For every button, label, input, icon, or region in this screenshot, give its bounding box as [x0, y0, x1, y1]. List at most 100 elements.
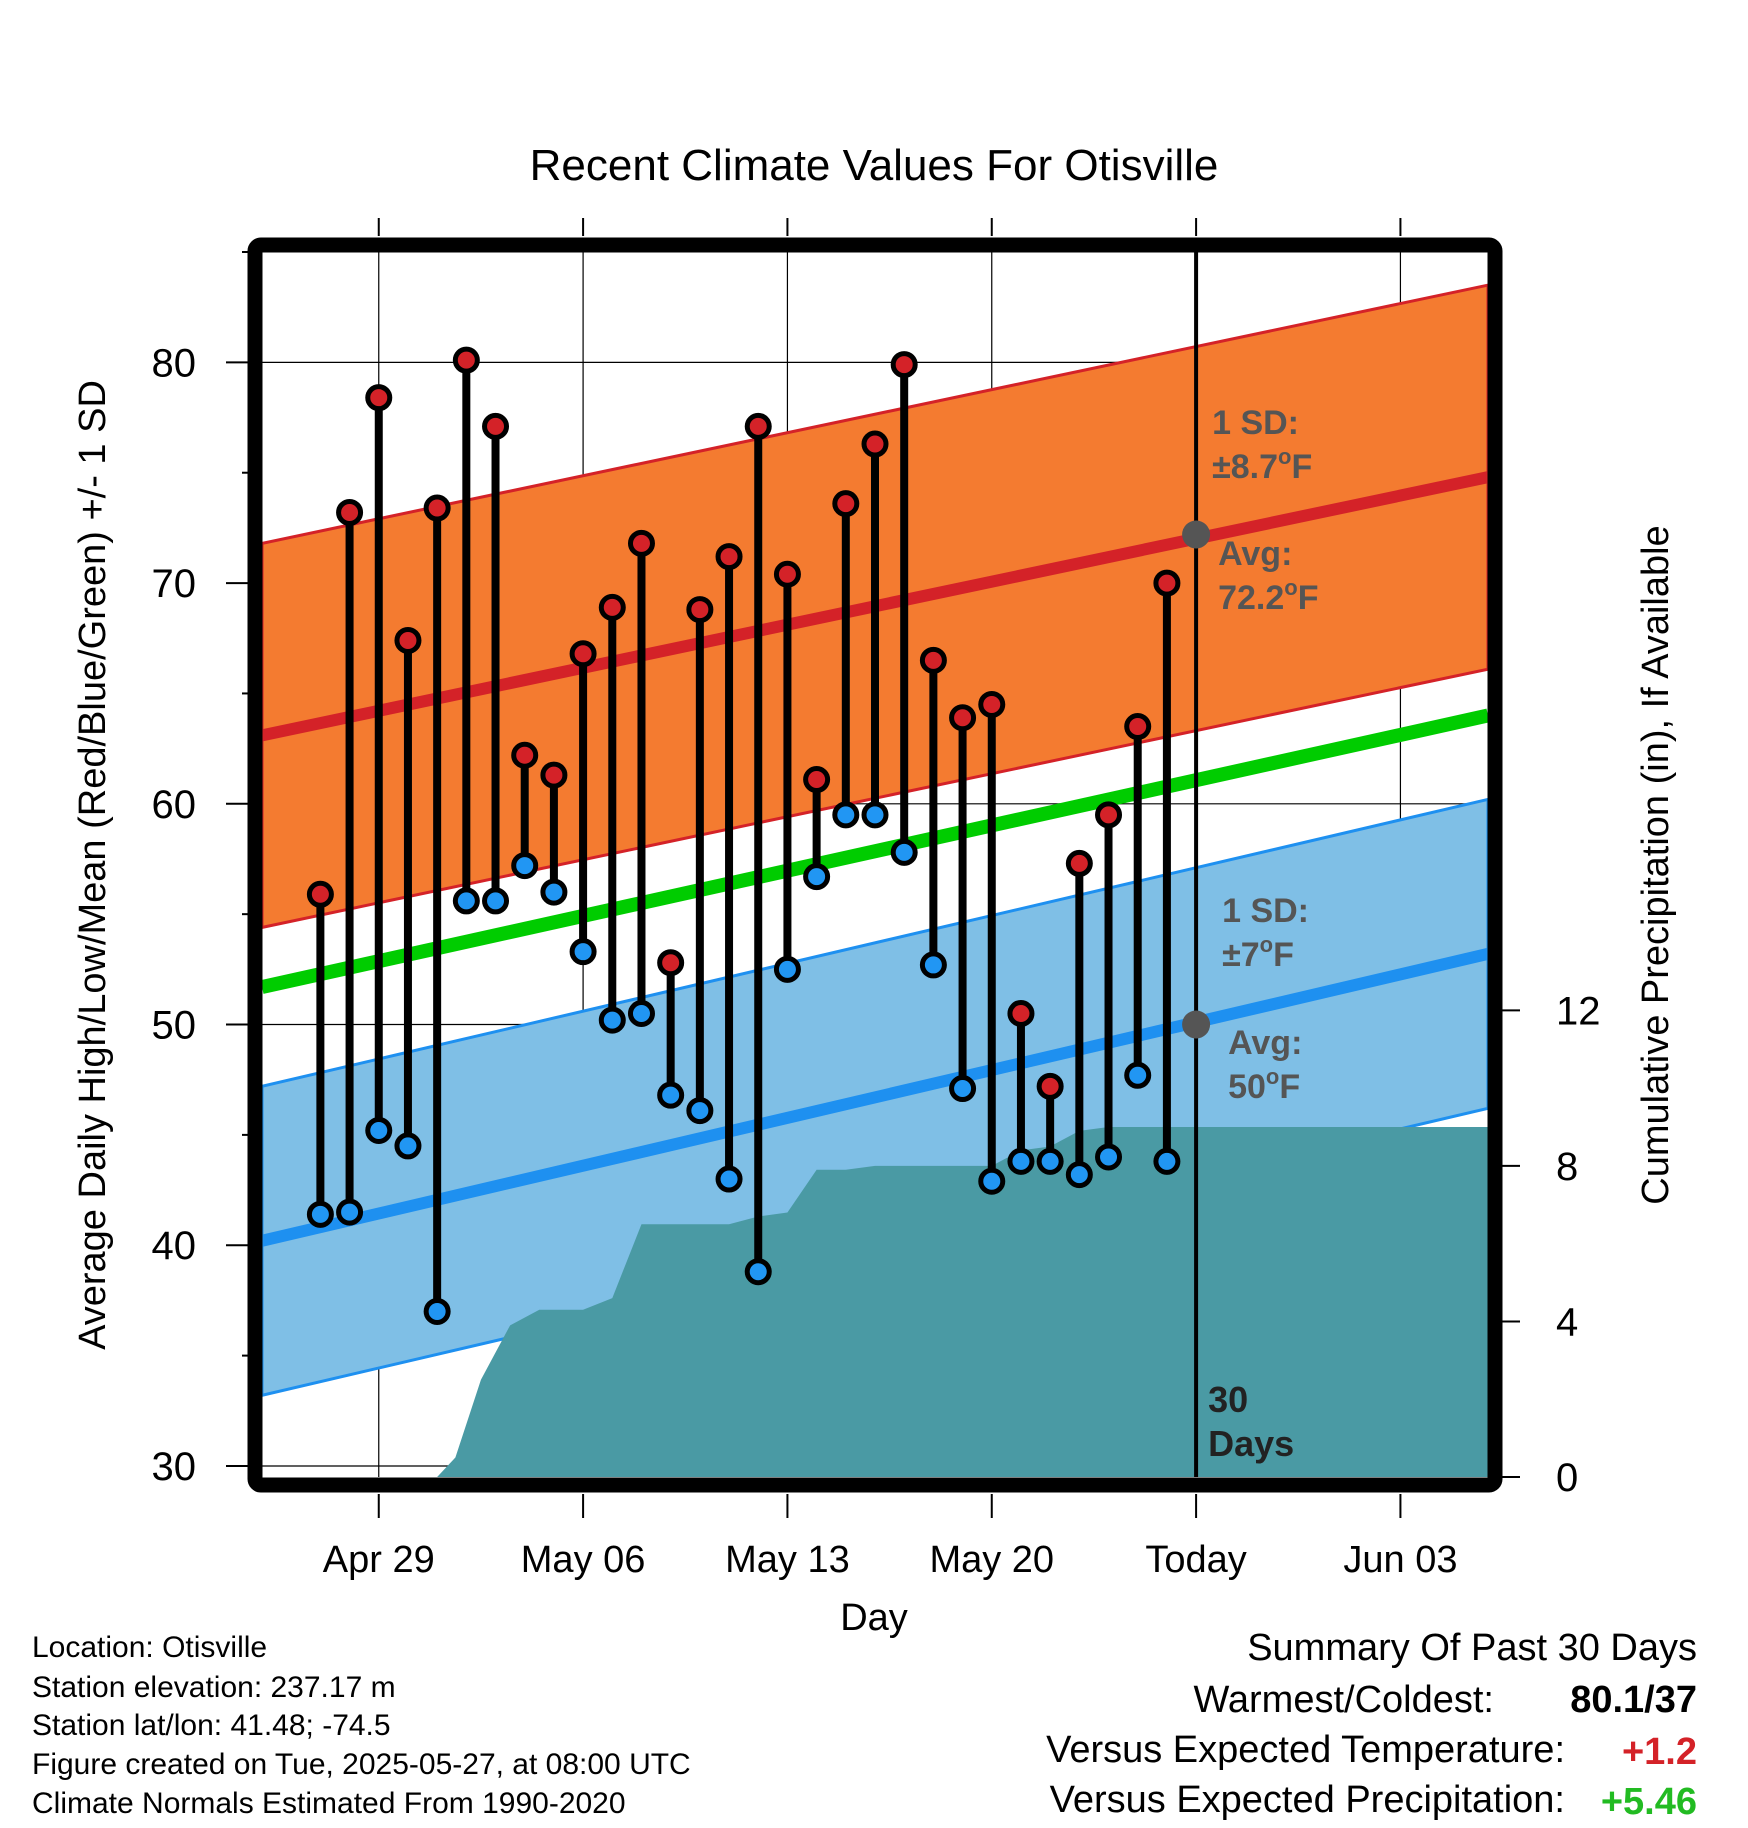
summary-precip-label: Versus Expected Precipitation: [1050, 1779, 1565, 1821]
daily-high-marker [1124, 713, 1152, 741]
daily-high-marker [365, 384, 393, 412]
x-tick-label: May 06 [521, 1539, 646, 1581]
daily-low-marker [657, 1081, 685, 1109]
daily-low-marker [598, 1006, 626, 1034]
daily-high-marker [686, 596, 714, 624]
daily-high-marker [803, 766, 831, 794]
daily-low-marker [1036, 1147, 1064, 1175]
x-tick-label: May 20 [929, 1539, 1054, 1581]
daily-high-marker [394, 626, 422, 654]
daily-bar [394, 626, 422, 1160]
daily-bar [744, 412, 772, 1286]
daily-high-marker [627, 529, 655, 557]
high-sd-label: 1 SD:±8.7oF [1212, 404, 1312, 486]
daily-high-marker [1007, 999, 1035, 1027]
daily-bar [336, 498, 364, 1226]
high-avg-label-line1: Avg: [1218, 535, 1292, 573]
high-sd-label-line2: ±8.7oF [1212, 444, 1312, 486]
daily-bar [919, 646, 947, 979]
today-marker [1182, 252, 1211, 1477]
daily-bar [978, 690, 1006, 1195]
y2-tick-label: 8 [1556, 1145, 1578, 1189]
daily-low-marker [452, 887, 480, 915]
daily-high-marker [336, 498, 364, 526]
low-sd-label: 1 SD:±7oF [1222, 892, 1309, 974]
daily-bar [949, 704, 977, 1103]
daily-high-marker [832, 490, 860, 518]
daily-bar [1065, 849, 1093, 1189]
daily-bar [511, 741, 539, 880]
info-created: Figure created on Tue, 2025-05-27, at 08… [32, 1748, 691, 1781]
daily-bar [482, 412, 510, 915]
daily-low-marker [744, 1258, 772, 1286]
today-low-dot [1182, 1010, 1211, 1039]
daily-low-marker [1095, 1143, 1123, 1171]
high-avg-label-line2: 72.2oF [1218, 575, 1318, 617]
y2-tick-label: 4 [1556, 1300, 1578, 1344]
daily-bar [861, 430, 889, 829]
daily-high-marker [452, 346, 480, 374]
daily-low-marker [569, 938, 597, 966]
daily-high-marker [511, 741, 539, 769]
daily-low-marker [1065, 1161, 1093, 1189]
daily-bar [1124, 713, 1152, 1089]
precip-area [262, 1127, 1488, 1477]
daily-low-marker [686, 1097, 714, 1125]
daily-bar [1095, 801, 1123, 1171]
low-avg-label-line1: Avg: [1228, 1024, 1302, 1062]
daily-high-marker [773, 560, 801, 588]
daily-high-marker [978, 690, 1006, 718]
daily-bar [1153, 569, 1181, 1175]
x-axis-label: Day [840, 1597, 908, 1639]
plot-frame [247, 237, 1503, 1493]
daily-high-marker [657, 949, 685, 977]
daily-bar [773, 560, 801, 983]
daily-high-marker [1153, 569, 1181, 597]
daily-high-marker [890, 351, 918, 379]
axes: 30 40 50 60 70 80 0 4 8 12 Apr 29 May 06 May 13 May 2… [152, 218, 1601, 1581]
daily-bar [423, 494, 451, 1325]
daily-high-marker [861, 430, 889, 458]
y2-tick-label: 0 [1556, 1456, 1578, 1500]
summary-temp-label: Versus Expected Temperature: [1046, 1729, 1565, 1771]
high-sd-label-line1: 1 SD: [1212, 404, 1299, 442]
daily-low-marker [511, 852, 539, 880]
daily-low-marker [1153, 1147, 1181, 1175]
daily-low-marker [919, 951, 947, 979]
daily-low-marker [949, 1075, 977, 1103]
daily-low-marker [890, 838, 918, 866]
daily-low-marker [627, 999, 655, 1027]
info-latlon: Station lat/lon: 41.48; -74.5 [32, 1709, 391, 1742]
info-elevation: Station elevation: 237.17 m [32, 1671, 396, 1704]
daily-low-marker [1124, 1061, 1152, 1089]
daily-bar [686, 596, 714, 1125]
daily-low-marker [773, 955, 801, 983]
station-info: Location: Otisville Station elevation: 2… [32, 1631, 691, 1820]
daily-bar [452, 346, 480, 915]
summary-warm-cold-label: Warmest/Coldest: [1193, 1679, 1494, 1721]
summary-precip-value: +5.46 [1601, 1781, 1697, 1823]
days-label-line2: Days [1208, 1423, 1294, 1464]
daily-high-marker [482, 412, 510, 440]
y-tick-label: 70 [152, 562, 197, 606]
y2-tick-label: 12 [1556, 989, 1601, 1033]
summary-title: Summary Of Past 30 Days [1247, 1627, 1697, 1669]
daily-low-marker [336, 1198, 364, 1226]
daily-bar [1007, 999, 1035, 1175]
daily-high-marker [1065, 849, 1093, 877]
daily-bar [657, 949, 685, 1109]
y-axis-label: Average Daily High/Low/Mean (Red/Blue/Gr… [72, 380, 114, 1350]
daily-low-marker [861, 801, 889, 829]
daily-bar [715, 543, 743, 1193]
today-high-dot [1182, 520, 1211, 549]
chart-title: Recent Climate Values For Otisville [530, 141, 1219, 190]
y-tick-label: 80 [152, 341, 197, 385]
daily-low-marker [803, 863, 831, 891]
low-sd-label-line1: 1 SD: [1222, 892, 1309, 930]
high-avg-label: Avg:72.2oF [1218, 535, 1318, 617]
daily-high-marker [919, 646, 947, 674]
info-normals: Climate Normals Estimated From 1990-2020 [32, 1787, 626, 1820]
